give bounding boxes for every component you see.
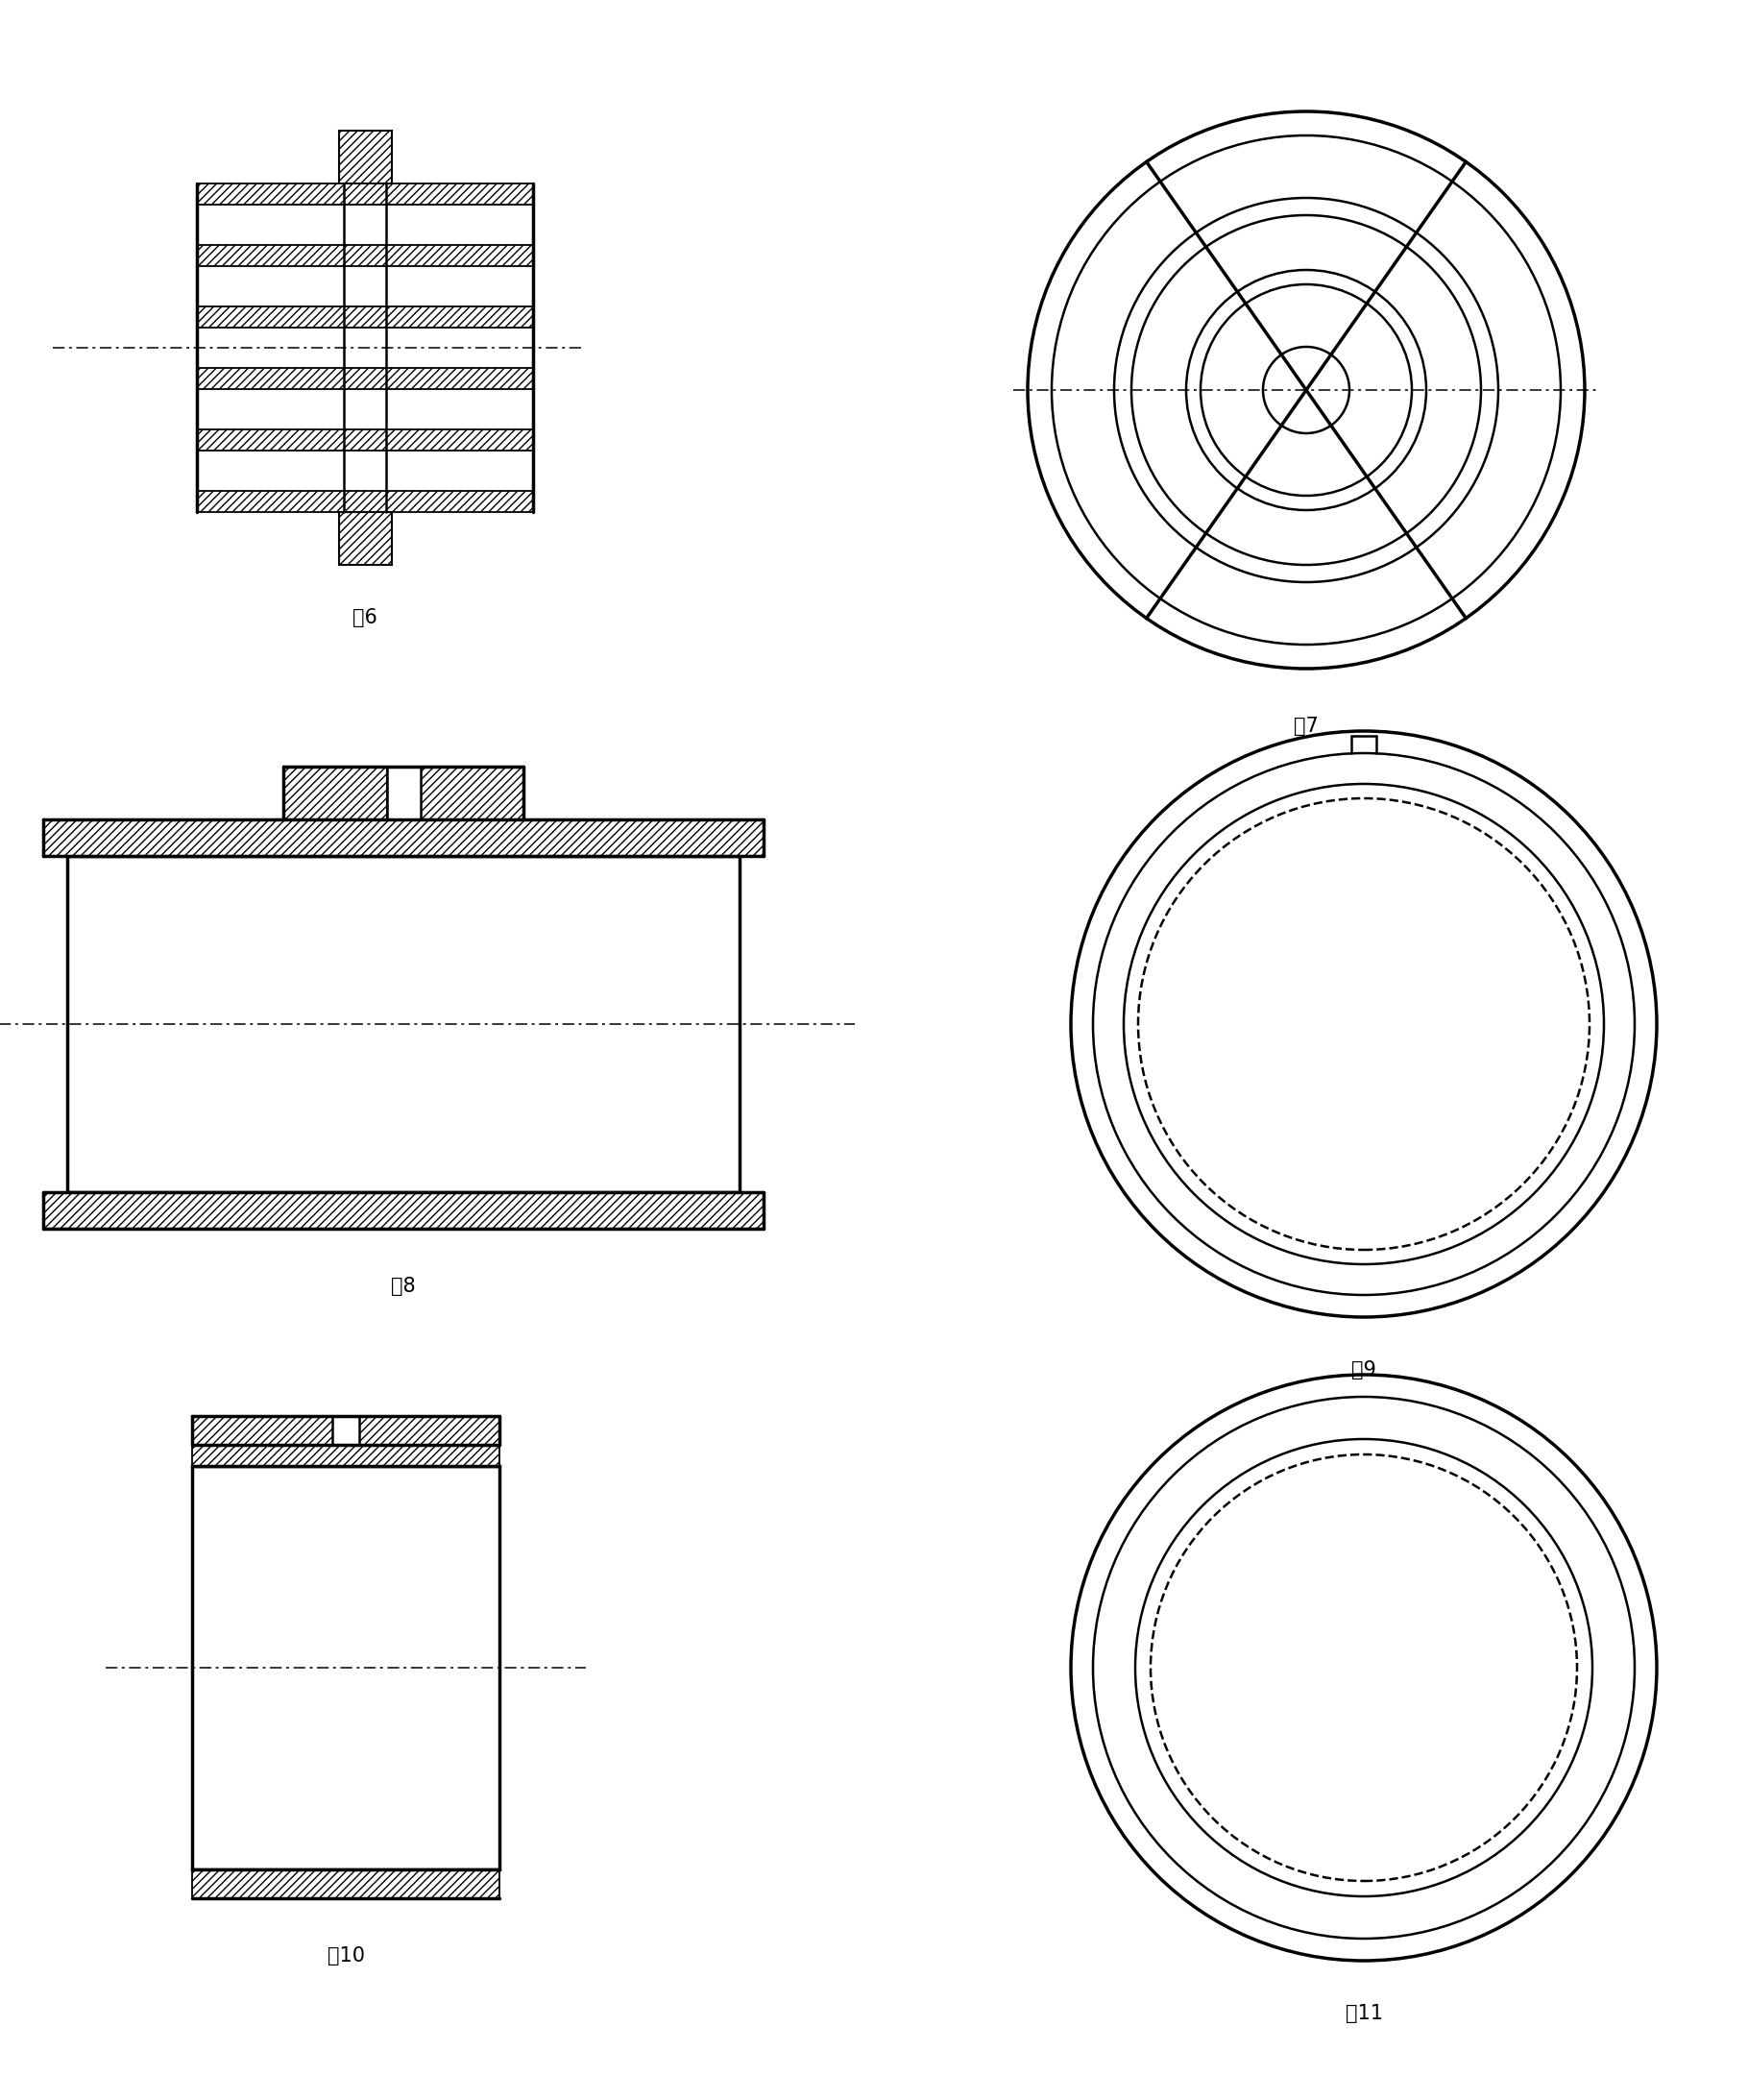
Text: 图9: 图9 — [1351, 1361, 1376, 1380]
Text: 图8: 图8 — [392, 1277, 416, 1296]
Bar — [198, 307, 533, 328]
Text: 图11: 图11 — [1346, 2003, 1383, 2022]
Text: 图6: 图6 — [353, 609, 378, 628]
Bar — [339, 512, 392, 565]
Bar — [339, 130, 392, 183]
Bar — [192, 1466, 500, 1869]
Bar — [44, 1193, 764, 1228]
Bar — [198, 428, 533, 452]
Bar — [44, 819, 764, 857]
Bar — [198, 491, 533, 512]
Bar — [198, 246, 533, 267]
Bar — [198, 367, 533, 388]
Bar — [420, 766, 523, 819]
Bar — [198, 183, 533, 204]
Text: 图10: 图10 — [327, 1947, 365, 1966]
Bar — [192, 1869, 500, 1898]
Text: 图7: 图7 — [1294, 716, 1318, 735]
Bar — [66, 857, 739, 1193]
Bar — [283, 766, 386, 819]
Bar — [192, 1415, 500, 1445]
Bar — [192, 1445, 500, 1466]
Bar — [386, 766, 420, 819]
Bar — [332, 1415, 358, 1445]
